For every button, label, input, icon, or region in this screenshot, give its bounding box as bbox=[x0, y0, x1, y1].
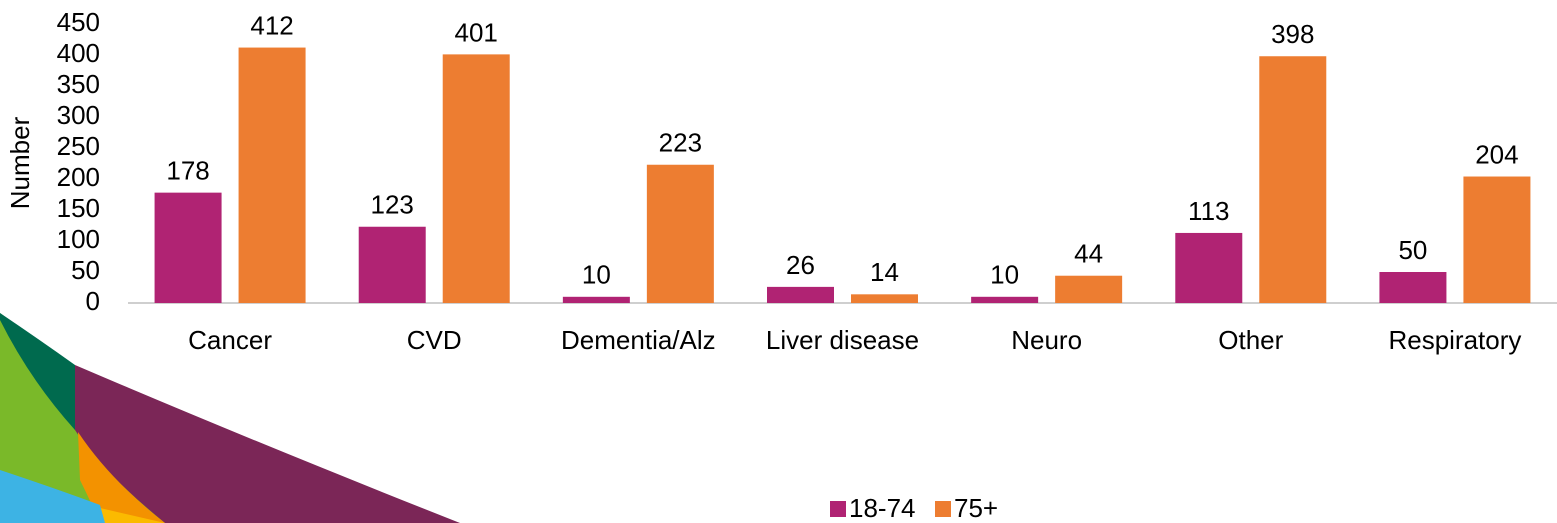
value-label: 50 bbox=[1398, 235, 1427, 265]
x-tick-label: CVD bbox=[407, 325, 462, 355]
legend-label: 75+ bbox=[954, 493, 998, 523]
y-tick-label: 450 bbox=[57, 7, 100, 37]
bar bbox=[1055, 275, 1123, 303]
value-label: 401 bbox=[455, 17, 498, 47]
y-tick-label: 150 bbox=[57, 193, 100, 223]
bar bbox=[1463, 176, 1531, 303]
bar bbox=[238, 47, 306, 304]
y-tick-label: 300 bbox=[57, 100, 100, 130]
value-label: 113 bbox=[1188, 196, 1229, 226]
y-tick-label: 250 bbox=[57, 131, 100, 161]
x-tick-label: Other bbox=[1218, 325, 1283, 355]
value-label: 44 bbox=[1074, 239, 1103, 269]
bar bbox=[358, 226, 426, 303]
y-tick-label: 0 bbox=[86, 286, 100, 316]
x-tick-label: Respiratory bbox=[1388, 325, 1521, 355]
bar bbox=[442, 54, 510, 303]
y-tick-label: 400 bbox=[57, 38, 100, 68]
x-tick-label: Liver disease bbox=[766, 325, 919, 355]
legend-swatch bbox=[935, 501, 951, 517]
bar bbox=[1379, 272, 1447, 303]
value-label: 223 bbox=[659, 128, 702, 158]
legend-label: 18-74 bbox=[849, 493, 916, 523]
value-label: 412 bbox=[250, 10, 293, 40]
x-tick-label: Cancer bbox=[188, 325, 272, 355]
value-label: 204 bbox=[1475, 139, 1518, 169]
decoration bbox=[0, 313, 460, 523]
value-label: 123 bbox=[371, 190, 414, 220]
y-tick-label: 50 bbox=[71, 255, 100, 285]
bar bbox=[154, 192, 222, 303]
value-label: 398 bbox=[1271, 19, 1314, 49]
y-axis-label: Number bbox=[5, 116, 35, 209]
value-label: 10 bbox=[582, 260, 611, 290]
y-tick-label: 350 bbox=[57, 69, 100, 99]
legend-swatch bbox=[830, 501, 846, 517]
bar bbox=[562, 296, 630, 303]
value-label: 14 bbox=[870, 257, 899, 287]
bar bbox=[1175, 232, 1243, 303]
value-label: 10 bbox=[990, 260, 1019, 290]
y-tick-label: 100 bbox=[57, 224, 100, 254]
value-label: 26 bbox=[786, 250, 815, 280]
bar bbox=[646, 164, 714, 303]
x-tick-label: Neuro bbox=[1011, 325, 1082, 355]
y-tick-label: 200 bbox=[57, 162, 100, 192]
bar bbox=[1259, 56, 1327, 303]
x-tick-label: Dementia/Alz bbox=[561, 325, 716, 355]
value-label: 178 bbox=[166, 156, 209, 186]
bar bbox=[971, 296, 1039, 303]
bar bbox=[851, 294, 918, 303]
bar bbox=[767, 286, 834, 303]
